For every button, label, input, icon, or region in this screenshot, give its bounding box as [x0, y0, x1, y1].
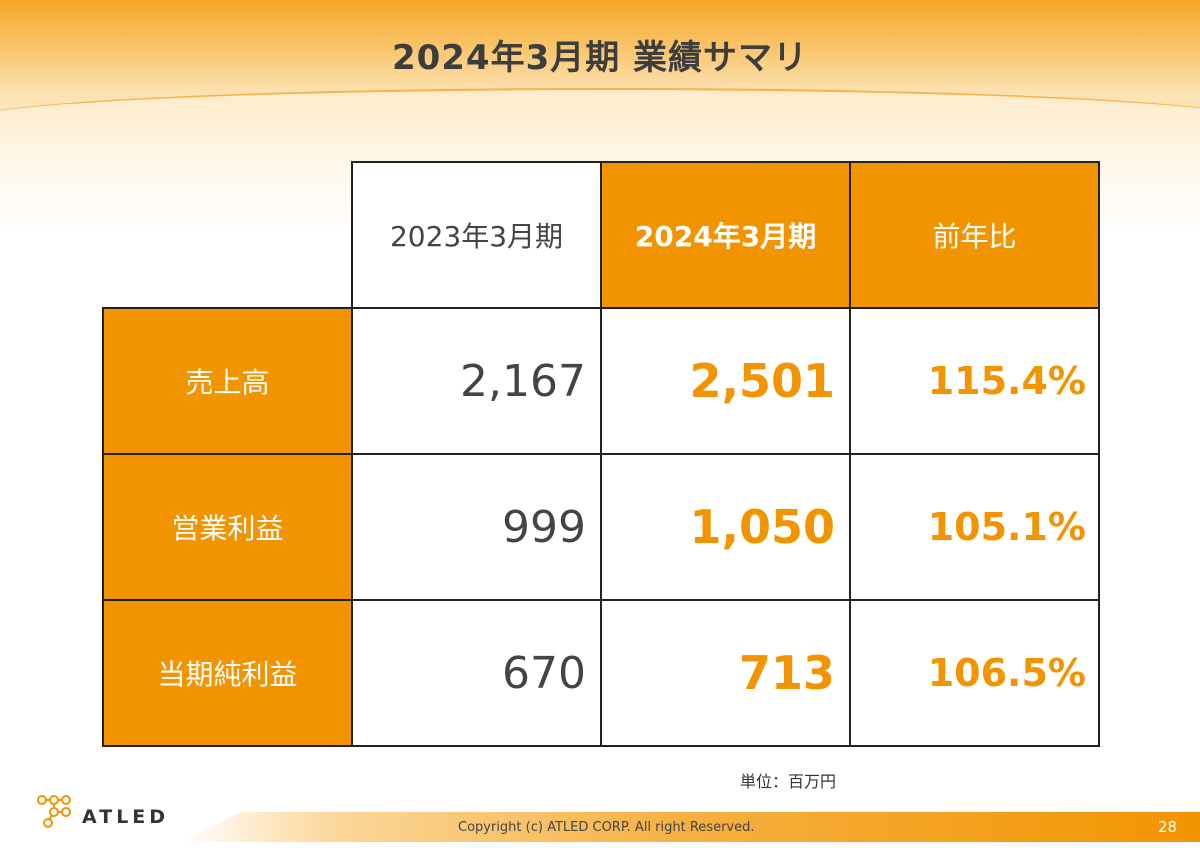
table-row: 当期純利益 670 713 106.5% [102, 599, 1100, 747]
summary-table: 2023年3月期 2024年3月期 前年比 売上高 2,167 2,501 11… [102, 161, 1100, 747]
row-label-sales: 売上高 [102, 307, 353, 455]
sales-prev: 2,167 [351, 307, 602, 455]
sales-current: 2,501 [600, 307, 851, 455]
copyright-text: Copyright (c) ATLED CORP. All right Rese… [458, 820, 755, 835]
net-income-prev: 670 [351, 599, 602, 747]
table-row: 売上高 2,167 2,501 115.4% [102, 307, 1100, 455]
table-row: 営業利益 999 1,050 105.1% [102, 453, 1100, 601]
net-income-ratio: 106.5% [849, 599, 1100, 747]
header-current-year: 2024年3月期 [600, 161, 851, 309]
operating-profit-prev: 999 [351, 453, 602, 601]
footer-band [180, 812, 1200, 842]
net-income-current: 713 [600, 599, 851, 747]
logo-text: ATLED [82, 806, 170, 828]
corner-cell [103, 162, 352, 308]
page-number: 28 [1158, 818, 1178, 836]
operating-profit-current: 1,050 [600, 453, 851, 601]
header-prev-year: 2023年3月期 [351, 161, 602, 309]
header-yoy: 前年比 [849, 161, 1100, 309]
sales-ratio: 115.4% [849, 307, 1100, 455]
atled-logo-icon [37, 795, 71, 828]
table-header-row: 2023年3月期 2024年3月期 前年比 [103, 161, 1100, 309]
slide-title: 2024年3月期 業績サマリ [391, 38, 809, 78]
unit-note: 単位：百万円 [740, 772, 837, 791]
row-label-operating-profit: 営業利益 [102, 453, 353, 601]
row-label-net-income: 当期純利益 [102, 599, 353, 747]
operating-profit-ratio: 105.1% [849, 453, 1100, 601]
